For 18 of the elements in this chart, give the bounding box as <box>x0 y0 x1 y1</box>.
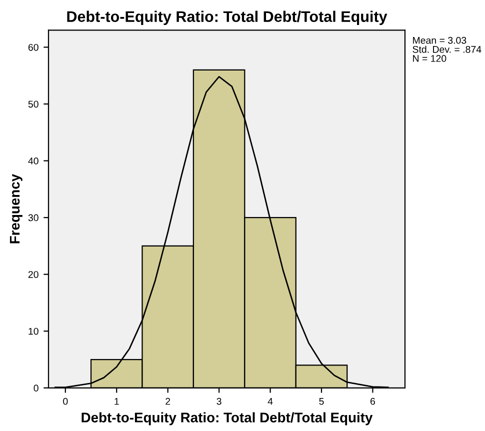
y-tick-label: 40 <box>28 158 38 164</box>
y-axis-title: Frequency <box>10 174 22 244</box>
y-tick-label: 20 <box>28 271 38 278</box>
y-tick-label: 0 <box>34 384 38 392</box>
y-tick-label: 30 <box>28 214 38 222</box>
x-tick-label: 3 <box>216 398 222 405</box>
text: Mean = 3.03 Std. Dev. = .874 N = 120 <box>412 36 482 62</box>
x-tick-label: 0 <box>63 398 68 405</box>
x-tick-label: 4 <box>268 398 273 405</box>
y-tick-label: 60 <box>28 44 38 51</box>
x-axis-title: Debt-to-Equity Ratio: Total Debt/Total Equity <box>82 412 373 426</box>
x-tick-label: 1 <box>114 398 119 405</box>
y-tick-label: 50 <box>28 100 38 108</box>
x-tick-label: 6 <box>370 398 375 405</box>
chart-title: Debt-to-Equity Ratio: Total Debt/Total Equity <box>67 10 388 26</box>
y-tick-label: 10 <box>28 328 38 335</box>
x-tick-label: 5 <box>319 398 324 405</box>
x-tick-label: 2 <box>166 398 170 405</box>
